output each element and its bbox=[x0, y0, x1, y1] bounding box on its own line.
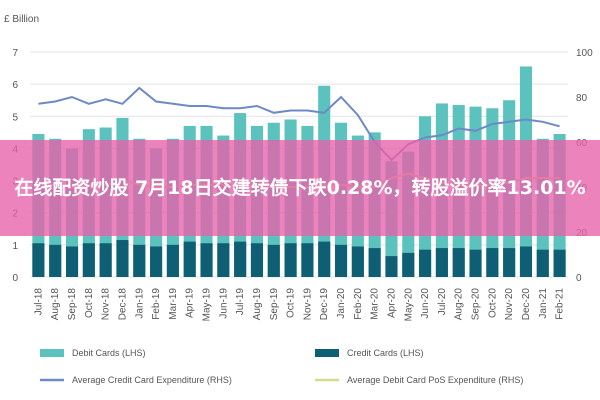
right-tick-label: 0 bbox=[576, 273, 582, 284]
legend: Debit Cards (LHS) Credit Cards (LHS) Avera… bbox=[40, 348, 523, 385]
bar-credit-cards bbox=[65, 246, 79, 277]
x-tick-label: Jul-20 bbox=[437, 288, 448, 316]
left-tick-label: 6 bbox=[12, 80, 18, 91]
right-tick-label: 80 bbox=[576, 93, 588, 104]
legend-debit-cards-swatch bbox=[40, 349, 64, 357]
legend-avg-credit-card-expenditure: Average Credit Card Expenditure (RHS) bbox=[72, 375, 232, 385]
bar-credit-cards bbox=[267, 244, 280, 277]
x-tick-label: Jan-19 bbox=[134, 288, 145, 319]
bar-credit-cards bbox=[183, 241, 196, 277]
bar-credit-cards bbox=[49, 244, 62, 277]
overlay-banner: 在线配资炒股 7月18日交建转债下跌0.28%，转股溢价率13.01% bbox=[0, 140, 600, 236]
x-tick-label: Sep-20 bbox=[471, 288, 482, 321]
x-tick-label: Nov-20 bbox=[504, 288, 515, 321]
bar-credit-cards bbox=[435, 248, 448, 277]
x-tick-label: Feb-21 bbox=[555, 288, 566, 320]
x-tick-label: Jan-21 bbox=[538, 288, 549, 319]
right-tick-label: 100 bbox=[576, 48, 593, 59]
left-tick-label: 7 bbox=[12, 48, 18, 59]
bar-credit-cards bbox=[32, 243, 45, 277]
x-tick-label: Apr-20 bbox=[386, 288, 397, 318]
x-tick-label: Nov-19 bbox=[302, 288, 313, 321]
x-tick-label: Oct-18 bbox=[84, 288, 95, 318]
left-tick-label: 0 bbox=[12, 273, 18, 284]
bar-credit-cards bbox=[469, 249, 482, 277]
x-tick-label: Sep-18 bbox=[67, 288, 78, 321]
bar-credit-cards bbox=[452, 248, 465, 277]
bar-credit-cards bbox=[519, 246, 533, 277]
x-tick-label: Sep-19 bbox=[269, 288, 280, 321]
bar-credit-cards bbox=[250, 243, 264, 277]
bar-credit-cards bbox=[486, 248, 499, 277]
legend-avg-debit-card-pos-expenditure: Average Debit Card PoS Expenditure (RHS) bbox=[347, 375, 523, 385]
x-tick-label: Aug-20 bbox=[454, 288, 465, 321]
legend-credit-cards-swatch bbox=[315, 349, 339, 357]
bar-credit-cards bbox=[368, 248, 381, 277]
bar-credit-cards bbox=[284, 243, 297, 277]
x-tick-label: Jan-20 bbox=[336, 288, 347, 319]
x-tick-label: Oct-19 bbox=[286, 288, 297, 318]
x-tick-label: Aug-18 bbox=[50, 288, 61, 321]
x-tick-label: Aug-19 bbox=[252, 288, 263, 321]
bar-credit-cards bbox=[133, 244, 146, 277]
bar-credit-cards bbox=[334, 244, 348, 277]
left-tick-label: 1 bbox=[12, 241, 18, 252]
bar-credit-cards bbox=[503, 248, 516, 277]
bar-credit-cards bbox=[301, 243, 314, 277]
bar-credit-cards bbox=[166, 244, 179, 277]
left-tick-label: 5 bbox=[12, 112, 18, 123]
x-tick-label: May-20 bbox=[403, 288, 414, 322]
left-axis-unit-label: £ Billion bbox=[4, 14, 39, 25]
bar-credit-cards bbox=[351, 246, 364, 277]
x-tick-label: Jul-18 bbox=[33, 288, 44, 316]
bar-credit-cards bbox=[82, 243, 95, 277]
banner-text: 在线配资炒股 7月18日交建转债下跌0.28%，转股溢价率13.01% bbox=[14, 177, 586, 199]
x-tick-label: Apr-19 bbox=[185, 288, 196, 318]
bar-credit-cards bbox=[536, 249, 549, 277]
x-tick-label: Jun-20 bbox=[420, 288, 431, 319]
bar-credit-cards bbox=[200, 243, 213, 277]
bar-credit-cards bbox=[419, 249, 432, 277]
x-tick-label: Dec-18 bbox=[117, 288, 128, 321]
x-tick-label: May-19 bbox=[202, 288, 213, 322]
legend-credit-cards: Credit Cards (LHS) bbox=[347, 348, 424, 358]
x-tick-label: Jul-19 bbox=[235, 288, 246, 316]
bar-credit-cards bbox=[402, 252, 415, 277]
x-tick-label: Nov-18 bbox=[101, 288, 112, 321]
x-tick-label: Jun-19 bbox=[218, 288, 229, 319]
x-tick-label: Oct-20 bbox=[487, 288, 498, 318]
bar-credit-cards bbox=[116, 240, 129, 277]
x-tick-label: Dec-19 bbox=[319, 288, 330, 321]
bar-credit-cards bbox=[150, 246, 163, 277]
bar-credit-cards bbox=[99, 243, 112, 277]
bar-credit-cards bbox=[553, 249, 566, 277]
bar-credit-cards bbox=[318, 241, 331, 277]
bar-credit-cards bbox=[385, 256, 398, 277]
bar-credit-cards bbox=[234, 241, 247, 277]
legend-debit-cards: Debit Cards (LHS) bbox=[72, 348, 146, 358]
x-tick-label: Dec-20 bbox=[521, 288, 532, 321]
x-axis-ticks: Jul-18 Aug-18 Sep-18 Oct-18 Nov-18 Dec-18 Jan-… bbox=[33, 288, 565, 322]
line-avg-credit-card-expenditure bbox=[38, 86, 560, 162]
x-tick-label: Feb-19 bbox=[151, 288, 162, 320]
x-tick-label: Mar-19 bbox=[168, 288, 179, 320]
bar-credit-cards bbox=[217, 243, 230, 277]
x-tick-label: Feb-20 bbox=[353, 288, 364, 320]
x-tick-label: Mar-20 bbox=[370, 288, 381, 320]
